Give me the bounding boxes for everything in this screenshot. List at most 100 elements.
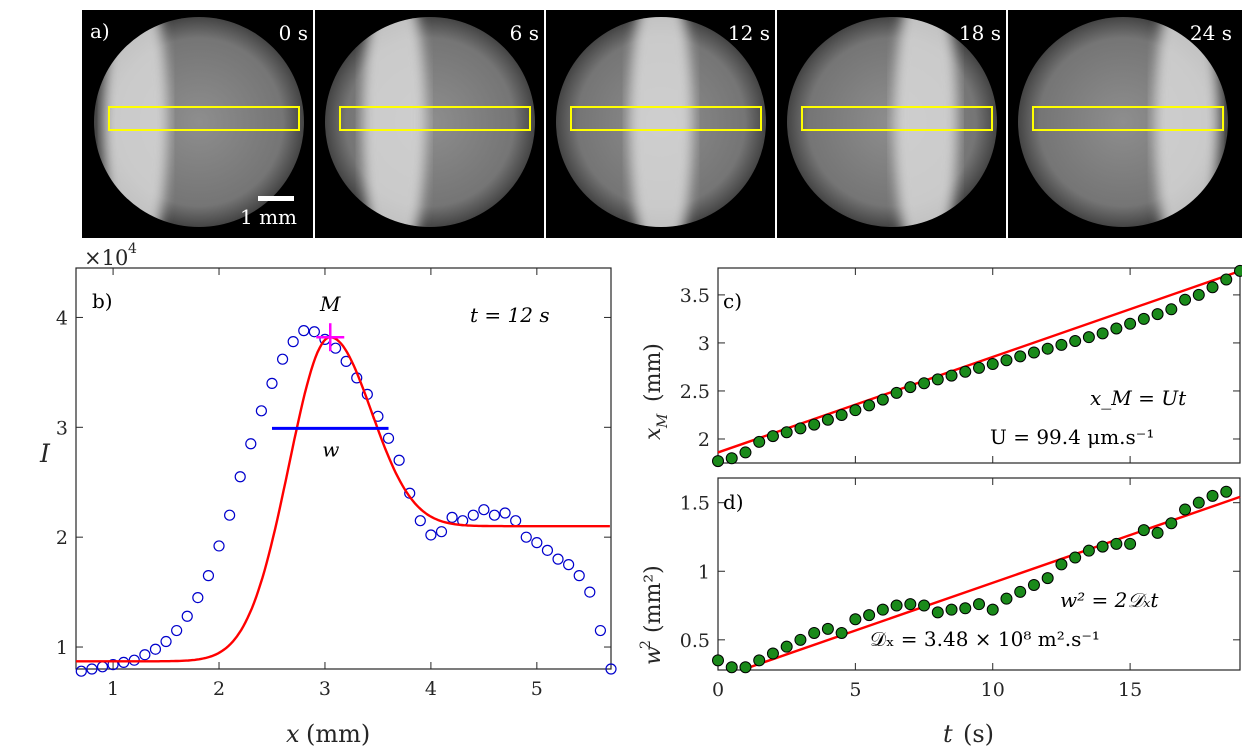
data-point-b — [563, 559, 575, 571]
data-point-b — [488, 509, 501, 521]
data-point-c — [1151, 308, 1164, 321]
data-point-d — [753, 654, 766, 667]
data-point-c — [931, 373, 944, 386]
data-point-c — [1220, 273, 1233, 286]
max-label: M — [319, 292, 341, 316]
data-point-b — [149, 643, 162, 655]
exponent-base: ×10 — [84, 246, 128, 270]
roi-box-2 — [570, 106, 762, 131]
time-label-1: 6 s — [510, 21, 539, 45]
panel-c-ytick-label-0: 2 — [698, 429, 710, 451]
data-point-d — [821, 622, 834, 635]
data-point-c — [1027, 346, 1040, 359]
data-point-d — [890, 599, 903, 612]
scale-bar: 1 mm — [240, 196, 297, 229]
data-point-d — [1082, 544, 1095, 557]
data-point-d — [766, 647, 779, 660]
y-axis-label-c-sub: M — [655, 413, 671, 429]
data-point-d — [1027, 578, 1040, 591]
data-point-c — [808, 418, 821, 431]
data-point-d — [808, 626, 821, 639]
bright-front-2 — [629, 17, 693, 227]
scale-bar-label: 1 mm — [240, 205, 297, 229]
y-axis-label-c-symbol: x — [641, 427, 666, 440]
data-point-d — [863, 609, 876, 622]
data-point-b — [467, 509, 479, 521]
panel-b-ytick-label-2: 3 — [56, 417, 68, 439]
data-point-b — [329, 342, 342, 354]
panel-d-frame — [717, 477, 1241, 671]
data-point-b — [86, 663, 98, 675]
data-point-b — [213, 540, 225, 552]
panel-c-frame — [717, 267, 1241, 464]
data-point-c — [1041, 342, 1054, 355]
data-point-b — [510, 515, 522, 527]
time-annotation: t = 12 s — [470, 303, 550, 327]
y-axis-label-d-unit: (mm²) — [641, 565, 666, 633]
data-point-b — [202, 570, 215, 582]
dish-1 — [325, 17, 535, 227]
width-label: w — [322, 437, 339, 461]
data-point-d — [1137, 524, 1150, 537]
data-point-b — [107, 659, 119, 671]
data-point-b — [266, 377, 278, 389]
data-point-d — [1110, 537, 1123, 550]
data-point-d — [876, 603, 889, 616]
data-point-b — [96, 661, 109, 673]
panel-d-data — [712, 485, 1233, 674]
data-point-d — [1069, 551, 1082, 564]
panel-b-ytick-label-3: 4 — [56, 307, 68, 329]
data-point-b — [276, 353, 289, 365]
data-point-c — [1069, 335, 1082, 348]
data-point-c — [1096, 327, 1109, 340]
frame-3: 18 s — [775, 10, 1001, 238]
data-point-c — [753, 435, 766, 448]
data-point-b — [192, 591, 204, 604]
panel-b-xtick-label-4: 5 — [531, 678, 543, 700]
data-point-b — [139, 649, 151, 661]
panel-b-xtick-label-1: 2 — [213, 678, 225, 700]
data-point-d — [725, 661, 738, 674]
data-point-d — [1151, 526, 1164, 539]
panel-d-axes: 0 5 10 15 0.5 1 1.5 — [680, 477, 1241, 701]
data-point-b — [181, 610, 193, 622]
bright-front-3 — [893, 17, 958, 227]
fit-line-c — [717, 269, 1241, 454]
data-point-b — [499, 507, 511, 519]
data-point-b — [308, 326, 320, 338]
data-point-b — [75, 665, 87, 677]
data-point-c — [780, 426, 793, 439]
panel-d-ytick-label-1: 1 — [698, 561, 710, 583]
equation-c-2: U = 99.4 μm.s⁻¹ — [990, 425, 1154, 449]
fit-curve-b — [76, 335, 610, 663]
data-point-d — [835, 626, 848, 639]
data-point-d — [1192, 496, 1205, 509]
data-point-d — [1165, 517, 1178, 530]
frame-2: 12 s — [544, 10, 770, 238]
x-axis-d-unit: (s) — [963, 720, 994, 748]
y-axis-label-d-symbol: w — [641, 646, 666, 665]
data-point-b — [594, 624, 607, 637]
data-point-c — [959, 365, 972, 378]
data-point-c — [1055, 338, 1068, 351]
panel-d-xtick-label-1: 5 — [849, 679, 861, 701]
data-point-b — [414, 515, 426, 527]
data-point-c — [973, 361, 985, 374]
data-point-b — [224, 509, 236, 521]
roi-box-4 — [1032, 106, 1224, 131]
time-label-2: 12 s — [728, 21, 770, 45]
panel-d-ytick-label-0: 0.5 — [680, 630, 710, 652]
data-point-d — [1124, 537, 1137, 550]
panel-c-ytick-label-2: 3 — [698, 333, 710, 355]
data-point-c — [835, 408, 848, 421]
data-point-d — [945, 603, 958, 616]
panel-b-data — [75, 325, 617, 677]
data-point-c — [1124, 317, 1137, 330]
data-point-c — [890, 386, 903, 399]
data-point-b — [552, 553, 564, 565]
data-point-c — [849, 404, 862, 417]
x-axis-unit: (mm) — [306, 720, 370, 748]
panel-label-d: d) — [723, 490, 744, 514]
data-point-c — [904, 381, 917, 394]
time-label-0: 0 s — [279, 21, 308, 45]
